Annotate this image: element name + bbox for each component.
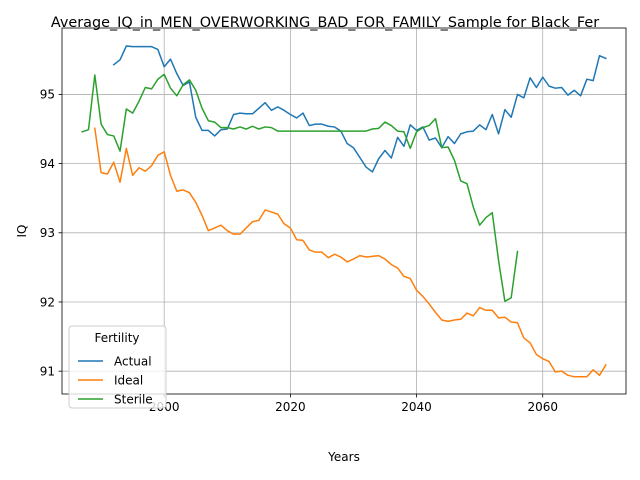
legend-label-actual: Actual	[114, 354, 152, 368]
y-tick-label: 91	[40, 364, 55, 378]
series-lines	[81, 45, 607, 378]
x-tick-label: 2040	[401, 400, 432, 414]
y-tick-label: 93	[40, 226, 55, 240]
legend-label-sterile: Sterile	[114, 392, 153, 406]
y-tick-label: 95	[40, 88, 55, 102]
legend-label-ideal: Ideal	[114, 373, 143, 387]
y-axis-label: IQ	[15, 225, 29, 238]
legend-box	[68, 325, 167, 409]
plot-area-frame	[61, 27, 627, 395]
x-tick-label: 2020	[275, 400, 306, 414]
legend-entries: Actual Ideal Sterile	[78, 354, 153, 406]
chart-title: Average_IQ_in_MEN_OVERWORKING_BAD_FOR_FA…	[51, 15, 599, 31]
y-tick-label: 92	[40, 295, 55, 309]
x-axis-label: Years	[327, 450, 360, 464]
series-line-actual	[112, 45, 607, 173]
grid-lines	[62, 28, 626, 394]
legend: Fertility Actual Ideal Sterile	[68, 325, 167, 409]
series-line-ideal	[93, 127, 607, 378]
legend-title: Fertility	[94, 331, 139, 345]
series-line-sterile	[81, 73, 519, 303]
x-tick-label: 2060	[527, 400, 558, 414]
y-tick-label: 94	[40, 157, 55, 171]
